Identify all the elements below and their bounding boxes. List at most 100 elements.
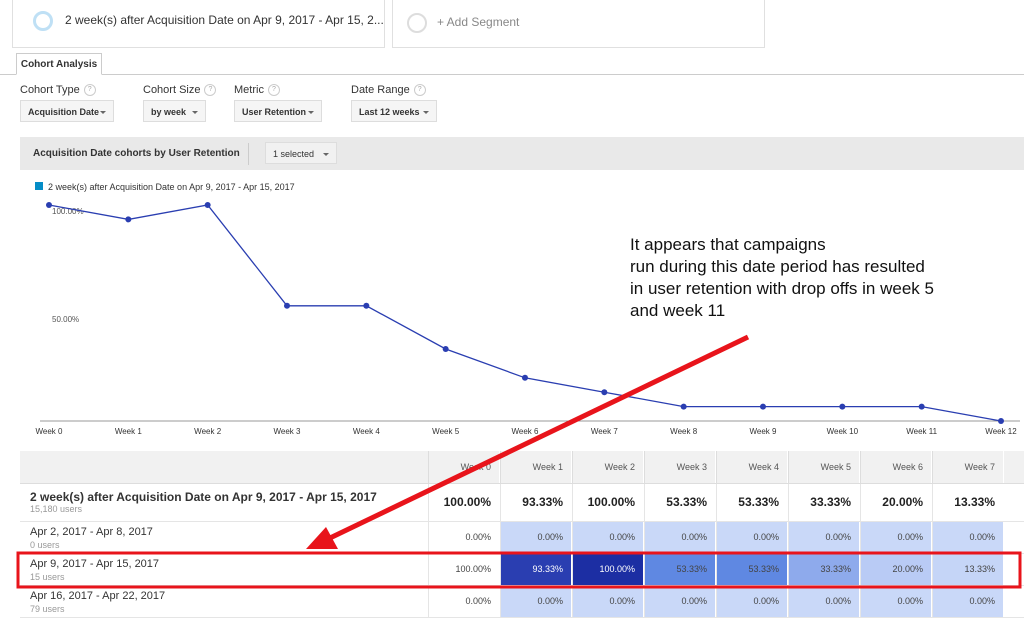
x-tick-label: Week 12 [985, 427, 1017, 436]
help-icon: ? [267, 84, 280, 97]
cell: 0.00% [716, 586, 788, 617]
cell: 100.00% [572, 484, 644, 521]
cell: 0.00% [500, 586, 572, 617]
row-users: 0 users [30, 540, 60, 550]
cell: 100.00% [572, 554, 644, 585]
cell: 0.00% [860, 522, 932, 553]
row-line [20, 617, 1024, 618]
cell: 20.00% [860, 554, 932, 585]
dropdown[interactable]: Last 12 weeks [351, 100, 437, 122]
point [998, 418, 1004, 424]
cell: 0.00% [428, 586, 500, 617]
x-tick-label: Week 2 [194, 427, 222, 436]
cell: 0.00% [788, 522, 860, 553]
point [522, 374, 528, 381]
row-label: Apr 16, 2017 - Apr 22, 2017 [30, 590, 166, 602]
column-header: Week 2 [572, 451, 644, 483]
cell: 0.00% [788, 586, 860, 617]
add-segment-box[interactable]: + Add Segment [392, 0, 765, 48]
row-label: Apr 2, 2017 - Apr 8, 2017 [30, 526, 153, 538]
cohort-table: Week 0 Week 1 Week 2 Week 3 Week 4 Week 5 Week… [20, 451, 1024, 622]
cell: 0.00% [644, 586, 716, 617]
x-tick-label: Week 1 [115, 427, 143, 436]
point [284, 302, 290, 309]
dropdown[interactable]: by week [143, 100, 206, 122]
help-icon: ? [204, 84, 217, 97]
column-header: Week 4 [716, 451, 788, 483]
cell: 13.33% [932, 484, 1004, 521]
help-icon: ? [413, 84, 426, 97]
chart-header-title: Acquisition Date cohorts by User Retenti… [33, 148, 240, 159]
x-tick-label: Week 11 [906, 427, 937, 436]
control-label: Cohort Size? [143, 84, 217, 97]
legend-swatch [35, 182, 43, 190]
y-tick-label: 50.00% [52, 315, 79, 324]
cell: 0.00% [428, 522, 500, 553]
control-label-text: Date Range [351, 84, 410, 96]
cell: 0.00% [572, 522, 644, 553]
cell: 33.33% [788, 484, 860, 521]
point [363, 302, 370, 309]
point [839, 403, 846, 410]
y-tick-label: 100.00% [52, 207, 84, 216]
add-segment-label: + Add Segment [437, 15, 520, 29]
row-label: 2 week(s) after Acquisition Date on Apr … [30, 490, 377, 504]
cell: 53.33% [716, 484, 788, 521]
row-users: 79 users [30, 604, 65, 614]
x-tick-label: Week 0 [36, 427, 64, 436]
segment-box[interactable]: 2 week(s) after Acquisition Date on Apr … [12, 0, 385, 48]
point [760, 403, 766, 410]
cell: 20.00% [860, 484, 932, 521]
plot-bg [20, 170, 1024, 438]
control-label-text: Cohort Size [143, 84, 201, 96]
x-tick-label: Week 7 [591, 427, 619, 436]
cell: 0.00% [572, 586, 644, 617]
x-tick-label: Week 4 [353, 427, 381, 436]
cell: 0.00% [716, 522, 788, 553]
cell: 13.33% [932, 554, 1004, 585]
column-header: Week 6 [860, 451, 932, 483]
control-label-text: Cohort Type [20, 84, 80, 96]
row-label: Apr 9, 2017 - Apr 15, 2017 [30, 558, 160, 570]
cell: 100.00% [428, 484, 500, 521]
x-tick-label: Week 3 [274, 427, 302, 436]
dropdown[interactable]: Acquisition Date [20, 100, 114, 122]
point [204, 202, 211, 208]
point [601, 389, 608, 396]
column-header: Week 1 [500, 451, 572, 483]
column-header: Week 7 [932, 451, 1004, 483]
cell: 100.00% [428, 554, 500, 585]
point [46, 202, 52, 208]
segment-icon [33, 11, 53, 31]
help-icon: ? [83, 84, 96, 97]
cell: 93.33% [500, 554, 572, 585]
row-users: 15 users [30, 572, 65, 582]
cell: 33.33% [788, 554, 860, 585]
x-tick-label: Week 8 [670, 427, 698, 436]
tab[interactable]: Cohort Analysis [16, 53, 102, 75]
chart: 2 week(s) after Acquisition Date on Apr … [20, 170, 1024, 438]
cell: 0.00% [500, 522, 572, 553]
dropdown[interactable]: User Retention [234, 100, 322, 122]
column-header: Week 5 [788, 451, 860, 483]
tab-rule [0, 74, 1024, 75]
column-header: Week 3 [644, 451, 716, 483]
control-label: Cohort Type? [20, 84, 96, 97]
cell: 0.00% [932, 522, 1004, 553]
selector[interactable]: 1 selected [265, 142, 337, 164]
legend-label: 2 week(s) after Acquisition Date on Apr … [48, 182, 295, 192]
control-label: Date Range? [351, 84, 426, 97]
point [918, 403, 925, 410]
row-users: 15,180 users [30, 504, 83, 514]
cell: 53.33% [644, 554, 716, 585]
cell: 0.00% [932, 586, 1004, 617]
cell: 93.33% [500, 484, 572, 521]
cell: 53.33% [644, 484, 716, 521]
x-tick-label: Week 9 [750, 427, 778, 436]
add-icon [407, 13, 427, 33]
control-label: Metric? [234, 84, 280, 97]
point [125, 216, 132, 223]
column-header: Week 0 [428, 451, 500, 483]
cell: 0.00% [860, 586, 932, 617]
